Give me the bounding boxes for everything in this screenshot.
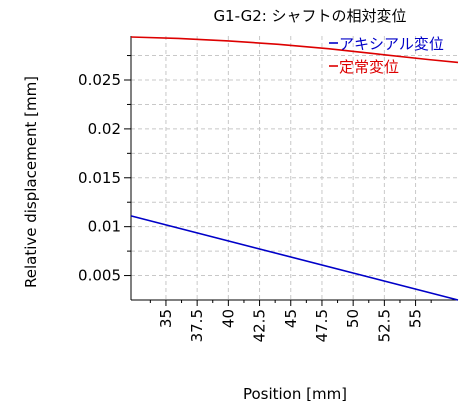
x-axis-title: Position [mm]	[243, 385, 347, 403]
x-tick-label: 40	[219, 309, 237, 328]
y-tick-label: 0.025	[78, 71, 121, 89]
chart-title: G1-G2: シャフトの相対変位	[213, 7, 406, 25]
y-axis-title: Relative displacement [mm]	[22, 76, 40, 288]
x-tick-label: 37.5	[188, 309, 206, 342]
y-tick-label: 0.01	[88, 218, 121, 236]
legend-label-0: アキシアル変位	[339, 35, 444, 53]
x-tick-label: 42.5	[251, 309, 269, 342]
series-line-0	[130, 215, 459, 301]
grid	[131, 36, 458, 300]
x-tick-label: 35	[157, 309, 175, 328]
y-tick-label: 0.015	[78, 169, 121, 187]
x-tick-label: 52.5	[375, 309, 393, 342]
x-tick-label: 47.5	[313, 309, 331, 342]
ticks: 35 37.5 40 42.5 45 47.5 50 52.5 55 0.005 0.01 0.015…	[78, 55, 432, 342]
x-tick-label: 45	[282, 309, 300, 328]
series-line-1	[130, 36, 459, 64]
y-tick-label: 0.02	[88, 120, 121, 138]
x-tick-label: 55	[407, 309, 425, 328]
axes	[130, 36, 458, 301]
legend-label-1: 定常変位	[339, 58, 399, 76]
x-tick-label: 50	[344, 309, 362, 328]
series-layer	[130, 36, 459, 301]
y-tick-label: 0.005	[78, 267, 121, 285]
